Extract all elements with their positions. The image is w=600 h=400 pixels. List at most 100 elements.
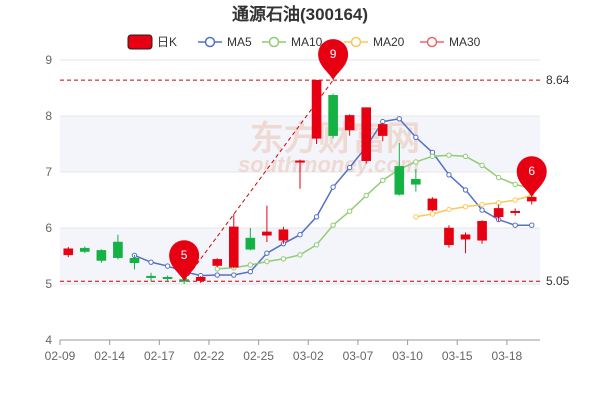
ma10-point — [495, 174, 502, 181]
y-tick-label: 7 — [45, 165, 52, 179]
candle-body — [477, 221, 487, 241]
candle-body — [377, 124, 388, 136]
candle-body — [96, 250, 107, 261]
ma5-point — [512, 222, 518, 228]
legend-label: MA5 — [227, 35, 252, 49]
legend-swatch-dot — [350, 36, 362, 48]
marker-pin — [169, 240, 200, 282]
legend-label: 日K — [157, 35, 177, 49]
price-markers: 9 5 6 — [169, 39, 547, 282]
candle-body — [344, 115, 355, 131]
reference-label: 8.64 — [546, 73, 570, 87]
price-marker: 9 — [318, 39, 349, 81]
ma10-point — [429, 153, 436, 160]
candle-body — [460, 234, 471, 240]
candle-body — [444, 227, 454, 246]
price-marker: 6 — [516, 156, 547, 198]
candle-body — [162, 277, 173, 280]
ma5-point — [446, 172, 452, 178]
legend-label: MA20 — [373, 35, 405, 49]
marker-label: 6 — [528, 164, 535, 178]
ma10-point — [330, 222, 336, 228]
x-axis: 02-09 02-14 02-17 02-22 02-25 03-02 03-07 03-10… — [45, 339, 540, 363]
ma5-point — [396, 116, 403, 122]
candle-body — [63, 248, 74, 256]
y-tick-label: 9 — [45, 53, 52, 67]
grid-lines — [60, 59, 540, 341]
ma5-point — [413, 134, 419, 140]
candle-body — [245, 237, 256, 250]
x-tick-label: 02-25 — [243, 349, 274, 363]
legend-label: MA10 — [291, 35, 323, 49]
ma10-point — [247, 262, 254, 268]
candles — [63, 79, 537, 284]
watermark: 东方财富网 southmoney.com — [238, 119, 420, 177]
ma5-point — [330, 184, 336, 190]
x-tick-label: 02-17 — [144, 349, 175, 363]
candle-body — [212, 259, 223, 266]
marker-label: 9 — [330, 47, 337, 61]
candle-body — [295, 160, 305, 163]
candle-body — [311, 79, 322, 139]
candle-body — [328, 95, 338, 136]
legend-swatch-dot — [426, 36, 438, 48]
ma5-point — [313, 214, 320, 220]
ma20-point — [512, 197, 518, 203]
ma5-point — [164, 263, 171, 269]
y-tick-label: 6 — [45, 221, 52, 235]
legend-item: MA20 — [344, 35, 405, 49]
ma10-line — [217, 154, 532, 270]
y-tick-label: 8 — [45, 109, 52, 123]
price-marker: 5 — [169, 240, 200, 282]
legend-item: MA30 — [420, 35, 481, 49]
x-tick-label: 02-14 — [94, 349, 125, 363]
ma5-point — [231, 272, 237, 278]
ma10-point — [462, 153, 469, 160]
x-tick-label: 03-15 — [442, 349, 473, 363]
candle-body — [228, 226, 239, 268]
candle-body — [113, 241, 123, 258]
ma10-point — [479, 162, 485, 168]
ma5-point — [479, 207, 485, 213]
ma10-point — [264, 258, 270, 265]
x-tick-label: 03-18 — [492, 349, 523, 363]
ma10-point — [297, 252, 303, 258]
candle-body — [195, 277, 206, 281]
legend-label: MA30 — [449, 35, 481, 49]
marker-pin — [318, 39, 349, 81]
ma10-point — [313, 242, 320, 248]
ma20-point — [446, 206, 452, 213]
ma5-point — [148, 259, 154, 265]
candle-body — [411, 179, 421, 185]
x-tick-label: 03-02 — [293, 349, 324, 363]
ma20-point — [413, 214, 419, 220]
ma20-point — [479, 201, 485, 208]
legend-item: MA10 — [262, 35, 323, 49]
candle-body — [146, 275, 156, 278]
legend-swatch-dot — [204, 36, 216, 48]
ma20-line — [415, 194, 532, 218]
ma10-point — [413, 159, 419, 165]
legend: 日K MA5 MA10 MA20 MA30 — [127, 34, 481, 50]
candle-body — [262, 231, 272, 236]
candle-body — [361, 107, 372, 162]
chart-title: 通源石油(300164) — [232, 4, 368, 24]
watermark-en: southmoney.com — [238, 152, 419, 177]
reference-label: 5.05 — [546, 274, 570, 288]
ma10-point — [363, 192, 369, 199]
candle-body — [278, 229, 289, 241]
candle-body — [427, 198, 438, 211]
ma10-point — [380, 177, 386, 184]
y-tick-label: 4 — [45, 333, 52, 347]
ma5-point — [529, 222, 535, 228]
ma10-point — [346, 208, 353, 214]
ma20-point — [462, 204, 469, 210]
candle-body — [510, 210, 520, 213]
candle-body — [526, 196, 537, 202]
candle-body — [80, 247, 90, 252]
reference-lines: 8.64 5.05 — [60, 73, 570, 288]
ma5-point — [214, 272, 220, 278]
ma5-point — [462, 187, 469, 193]
x-tick-label: 02-09 — [45, 349, 76, 363]
